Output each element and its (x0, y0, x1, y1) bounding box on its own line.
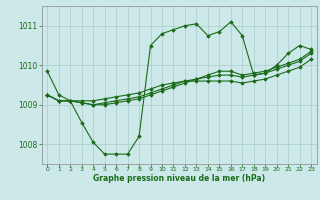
X-axis label: Graphe pression niveau de la mer (hPa): Graphe pression niveau de la mer (hPa) (93, 174, 265, 183)
